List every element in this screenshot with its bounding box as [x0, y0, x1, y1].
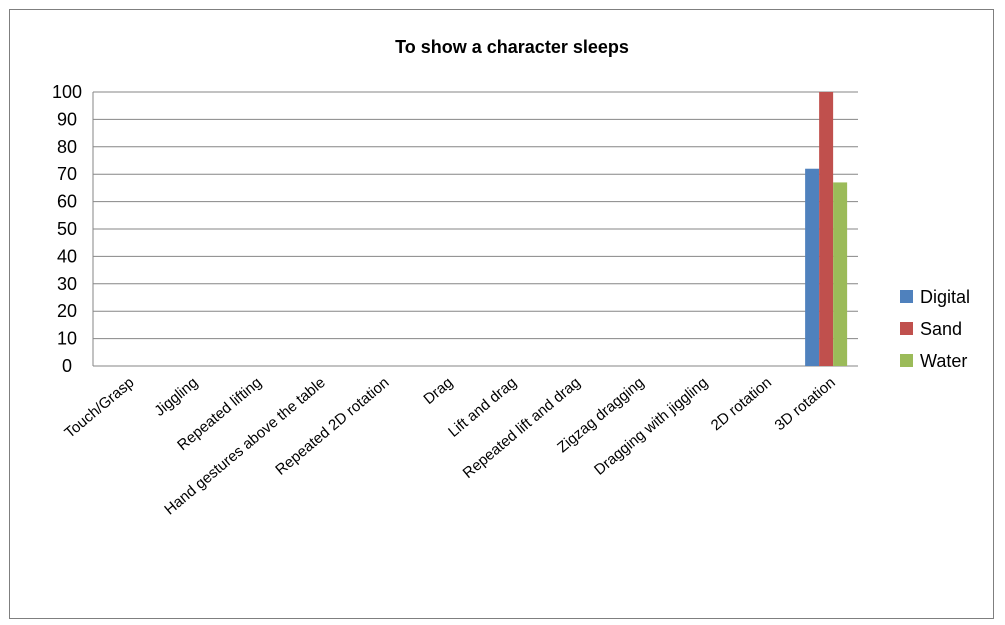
legend-swatch-digital — [900, 290, 913, 303]
legend: Digital Sand Water — [900, 287, 970, 371]
x-tick-label: Drag — [420, 374, 456, 408]
legend-swatch-sand — [900, 322, 913, 335]
legend-label-water: Water — [920, 351, 967, 371]
y-axis-ticks: 0 10 20 30 40 50 60 70 80 90 100 — [52, 82, 82, 376]
y-tick-label: 90 — [57, 109, 77, 129]
y-tick-label: 40 — [57, 246, 77, 266]
x-tick-label: Repeated lift and drag — [460, 374, 584, 482]
bar-digital — [805, 168, 820, 366]
y-tick-label: 100 — [52, 82, 82, 102]
legend-swatch-water — [900, 354, 913, 367]
gridlines — [92, 91, 858, 367]
chart-title: To show a character sleeps — [395, 37, 629, 57]
y-tick-label: 0 — [62, 356, 72, 376]
y-tick-label: 10 — [57, 329, 77, 349]
legend-label-digital: Digital — [920, 287, 970, 307]
y-tick-label: 50 — [57, 219, 77, 239]
y-tick-label: 30 — [57, 274, 77, 294]
x-tick-label: 3D rotation — [772, 374, 839, 434]
x-tick-label: 2D rotation — [708, 374, 775, 434]
bar-sand — [819, 92, 834, 366]
x-tick-label: Dragging with jiggling — [591, 374, 711, 479]
x-tick-label: Touch/Grasp — [61, 374, 137, 442]
y-tick-label: 70 — [57, 164, 77, 184]
y-tick-label: 20 — [57, 301, 77, 321]
bar-water — [833, 182, 848, 366]
bars — [805, 92, 848, 366]
x-tick-label: Repeated 2D rotation — [272, 374, 392, 479]
y-tick-label: 60 — [57, 192, 77, 212]
legend-label-sand: Sand — [920, 319, 962, 339]
y-tick-label: 80 — [57, 137, 77, 157]
x-tick-label: Jiggling — [151, 374, 201, 420]
